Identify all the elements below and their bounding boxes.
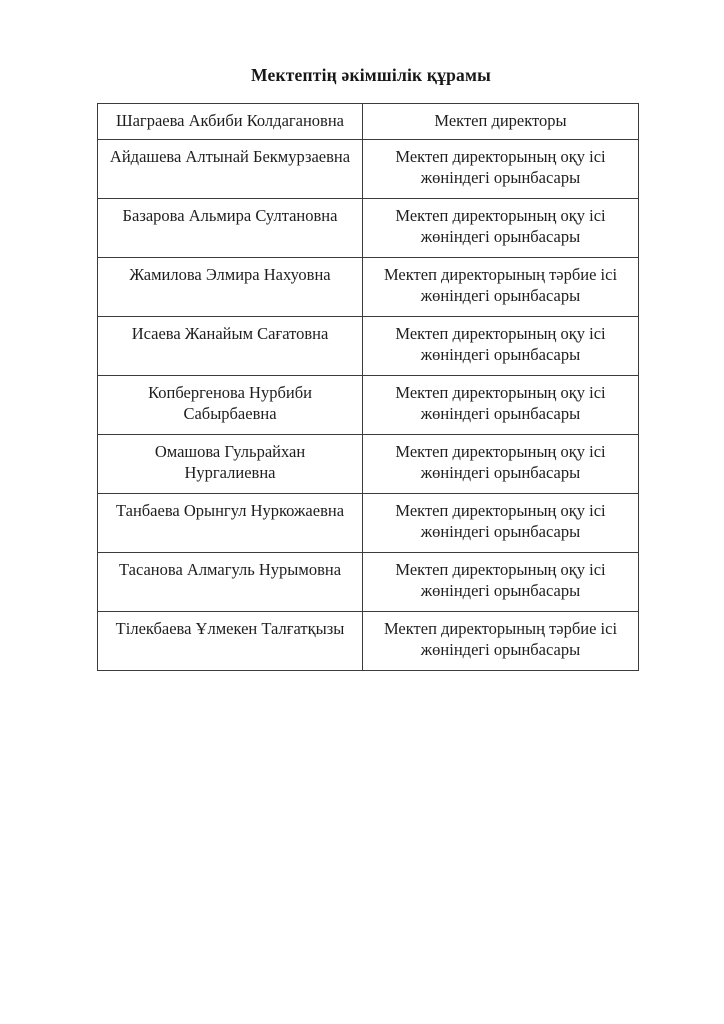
table-row: Жамилова Элмира Нахуовна Мектеп директор…: [97, 257, 639, 317]
table-row: Базарова Альмира Султановна Мектеп дирек…: [97, 198, 639, 258]
staff-position-cell: Мектеп директорының оқу ісі жөніндегі ор…: [362, 493, 639, 553]
table-row: Исаева Жанайым Сағатовна Мектеп директор…: [97, 316, 639, 376]
staff-name-cell: Базарова Альмира Султановна: [97, 198, 363, 258]
staff-position-cell: Мектеп директорының оқу ісі жөніндегі ор…: [362, 139, 639, 199]
staff-name-cell: Омашова Гульрайхан Нургалиевна: [97, 434, 363, 494]
table-row: Омашова Гульрайхан Нургалиевна Мектеп ди…: [97, 434, 639, 494]
table-row: Тілекбаева Ұлмекен Талғатқызы Мектеп дир…: [97, 611, 639, 671]
staff-position-cell: Мектеп директорының оқу ісі жөніндегі ор…: [362, 434, 639, 494]
staff-name-cell: Шаграева Акбиби Колдагановна: [97, 103, 363, 140]
staff-position-cell: Мектеп директорының оқу ісі жөніндегі ор…: [362, 375, 639, 435]
table-row: Шаграева Акбиби Колдагановна Мектеп дире…: [97, 103, 639, 140]
staff-name-cell: Айдашева Алтынай Бекмурзаевна: [97, 139, 363, 199]
staff-position-cell: Мектеп директорының тәрбие ісі жөніндегі…: [362, 257, 639, 317]
staff-name-cell: Танбаева Орынгул Нуркожаевна: [97, 493, 363, 553]
staff-name-cell: Тілекбаева Ұлмекен Талғатқызы: [97, 611, 363, 671]
admin-staff-table: Шаграева Акбиби Колдагановна Мектеп дире…: [97, 103, 639, 671]
staff-position-cell: Мектеп директорының оқу ісі жөніндегі ор…: [362, 316, 639, 376]
staff-position-cell: Мектеп директоры: [362, 103, 639, 140]
staff-position-cell: Мектеп директорының тәрбие ісі жөніндегі…: [362, 611, 639, 671]
staff-name-cell: Жамилова Элмира Нахуовна: [97, 257, 363, 317]
table-row: Копбергенова Нурбиби Сабырбаевна Мектеп …: [97, 375, 639, 435]
page-title: Мектептің әкімшілік құрамы: [250, 65, 491, 85]
table-row: Тасанова Алмагуль Нурымовна Мектеп дирек…: [97, 552, 639, 612]
staff-position-cell: Мектеп директорының оқу ісі жөніндегі ор…: [362, 198, 639, 258]
table-row: Айдашева Алтынай Бекмурзаевна Мектеп дир…: [97, 139, 639, 199]
staff-name-cell: Копбергенова Нурбиби Сабырбаевна: [97, 375, 363, 435]
staff-name-cell: Тасанова Алмагуль Нурымовна: [97, 552, 363, 612]
staff-name-cell: Исаева Жанайым Сағатовна: [97, 316, 363, 376]
staff-position-cell: Мектеп директорының оқу ісі жөніндегі ор…: [362, 552, 639, 612]
table-row: Танбаева Орынгул Нуркожаевна Мектеп дире…: [97, 493, 639, 553]
